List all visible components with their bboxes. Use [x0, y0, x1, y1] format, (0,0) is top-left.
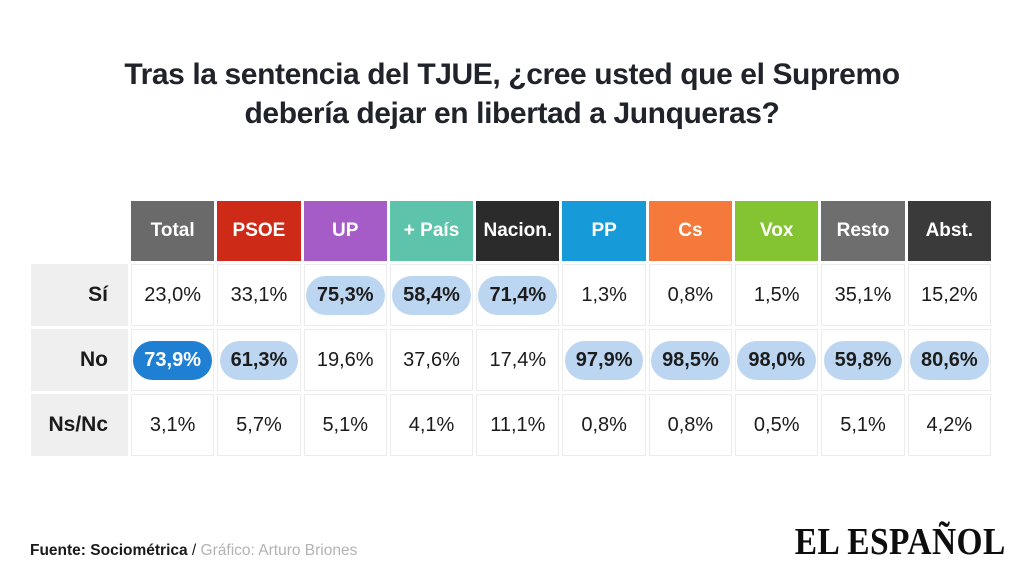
column-header-pp: PP [562, 201, 646, 261]
cell-value: 0,8% [667, 283, 714, 306]
table-cell: 15,2% [907, 264, 991, 326]
table-row-nsnc: Ns/Nc 3,1% 5,7% 5,1% 4,1% 11,1% 0,8% 0,8… [31, 394, 991, 456]
table-cell: 19,6% [303, 329, 387, 391]
column-header-abst: Abst. [907, 201, 991, 261]
cell-value: 33,1% [230, 283, 288, 306]
table-cell: 80,6% [907, 329, 991, 391]
table-cell: 5,1% [821, 394, 905, 456]
cell-value: 0,8% [581, 413, 627, 436]
cell-value: 0,5% [753, 413, 800, 436]
column-header-resto: Resto [821, 201, 905, 261]
table-cell: 1,5% [735, 264, 819, 326]
column-header-total: Total [131, 201, 215, 261]
el-espanol-logo: EL ESPAÑOL [795, 521, 1006, 563]
column-header-nacionalistas: Nacion. [476, 201, 560, 261]
cell-value: 35,1% [834, 283, 892, 306]
column-header-psoe: PSOE [217, 201, 301, 261]
table-cell: 23,0% [131, 264, 215, 326]
column-header-maspais: + País [389, 201, 474, 261]
highlight-pill: 97,9% [564, 340, 644, 380]
table-cell: 0,8% [648, 394, 733, 456]
column-header-up: UP [303, 201, 387, 261]
chart-title-line1: Tras la sentencia del TJUE, ¿cree usted … [124, 58, 900, 91]
table-cell: 33,1% [217, 264, 301, 326]
table-cell: 35,1% [821, 264, 905, 326]
table-cell: 5,7% [217, 394, 301, 456]
cell-value: 23,0% [144, 283, 201, 306]
cell-value: 1,5% [753, 283, 800, 306]
credit-separator: / [187, 542, 201, 559]
column-header-cs: Cs [648, 201, 733, 261]
highlight-pill: 98,5% [651, 340, 730, 380]
cell-value: 3,1% [149, 413, 196, 436]
highlight-pill: 71,4% [478, 275, 558, 315]
table-cell: 98,5% [648, 329, 733, 391]
highlight-pill: 80,6% [909, 340, 989, 380]
chart-title-line2: debería dejar en libertad a Junqueras? [244, 97, 780, 130]
cell-value: 4,1% [408, 413, 455, 436]
table-cell: 4,1% [389, 394, 474, 456]
cell-value: 19,6% [316, 348, 374, 371]
row-label-nsnc: Ns/Nc [31, 394, 128, 456]
table-corner-cell [31, 201, 128, 261]
table-cell: 4,2% [907, 394, 991, 456]
highlight-pill: 58,4% [392, 275, 471, 315]
cell-value: 37,6% [403, 348, 460, 371]
table-cell: 59,8% [821, 329, 905, 391]
column-header-vox: Vox [735, 201, 819, 261]
table-cell: 11,1% [476, 394, 560, 456]
survey-table: Total PSOE UP + País Nacion. PP Cs Vox R… [28, 198, 994, 459]
table-row-no: No 73,9% 61,3% 19,6% 37,6% 17,4% 97,9% 9… [31, 329, 991, 391]
table-cell: 1,3% [562, 264, 646, 326]
table-cell: 0,8% [648, 264, 733, 326]
table-cell: 3,1% [131, 394, 215, 456]
highlight-pill: 59,8% [823, 340, 903, 380]
table-cell: 5,1% [303, 394, 387, 456]
cell-value: 5,1% [840, 413, 886, 436]
table-cell: 17,4% [476, 329, 560, 391]
table-row-si: Sí 23,0% 33,1% 75,3% 58,4% 71,4% 1,3% 0,… [31, 264, 991, 326]
header-row: Total PSOE UP + País Nacion. PP Cs Vox R… [31, 201, 991, 261]
highlight-pill: 61,3% [219, 340, 299, 380]
highlight-pill: 75,3% [305, 275, 385, 315]
cell-value: 17,4% [489, 348, 547, 371]
table-cell: 98,0% [735, 329, 819, 391]
highlight-pill-dark: 73,9% [133, 340, 212, 380]
table-cell: 97,9% [562, 329, 646, 391]
cell-value: 4,2% [926, 413, 973, 436]
table-cell: 75,3% [303, 264, 387, 326]
table-cell: 73,9% [131, 329, 215, 391]
table-cell: 0,8% [562, 394, 646, 456]
table-cell: 0,5% [735, 394, 819, 456]
highlight-pill: 98,0% [737, 340, 817, 380]
row-label-no: No [31, 329, 128, 391]
graphic-credit: Gráfico: Arturo Briones [200, 542, 358, 559]
cell-value: 1,3% [581, 283, 627, 306]
source-label: Fuente: Sociométrica [30, 542, 188, 559]
table-cell: 58,4% [389, 264, 474, 326]
cell-value: 5,1% [322, 413, 369, 436]
source-credit: Fuente: Sociométrica / Gráfico: Arturo B… [30, 542, 357, 560]
chart-title: Tras la sentencia del TJUE, ¿cree usted … [0, 55, 1024, 133]
cell-value: 0,8% [667, 413, 714, 436]
row-label-si: Sí [31, 264, 128, 326]
cell-value: 15,2% [920, 283, 978, 306]
table-cell: 71,4% [476, 264, 560, 326]
cell-value: 11,1% [490, 413, 546, 436]
table-cell: 37,6% [389, 329, 474, 391]
table-cell: 61,3% [217, 329, 301, 391]
cell-value: 5,7% [236, 413, 282, 436]
